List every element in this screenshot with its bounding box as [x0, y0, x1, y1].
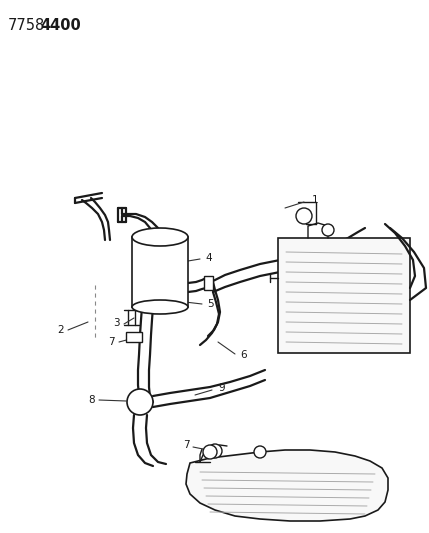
Text: 3: 3 — [113, 318, 120, 328]
Bar — [132, 237, 188, 307]
Text: 7: 7 — [183, 440, 190, 450]
Text: 6: 6 — [240, 350, 247, 360]
Text: 2: 2 — [57, 325, 63, 335]
Text: 5: 5 — [207, 299, 214, 309]
Bar — [126, 332, 142, 342]
Text: 8: 8 — [88, 395, 95, 405]
Text: 7758: 7758 — [8, 18, 45, 33]
Circle shape — [208, 444, 222, 458]
Circle shape — [127, 389, 153, 415]
Ellipse shape — [132, 300, 188, 314]
Polygon shape — [186, 450, 388, 521]
Text: 1: 1 — [312, 195, 319, 205]
Circle shape — [296, 208, 312, 224]
Circle shape — [322, 224, 334, 236]
Text: 4400: 4400 — [40, 18, 81, 33]
Text: 4: 4 — [205, 253, 211, 263]
Circle shape — [203, 445, 217, 459]
Circle shape — [254, 446, 266, 458]
Ellipse shape — [132, 228, 188, 246]
Bar — [278, 238, 410, 353]
Text: 9: 9 — [218, 383, 225, 393]
Text: 7: 7 — [108, 337, 115, 347]
Bar — [204, 276, 213, 290]
